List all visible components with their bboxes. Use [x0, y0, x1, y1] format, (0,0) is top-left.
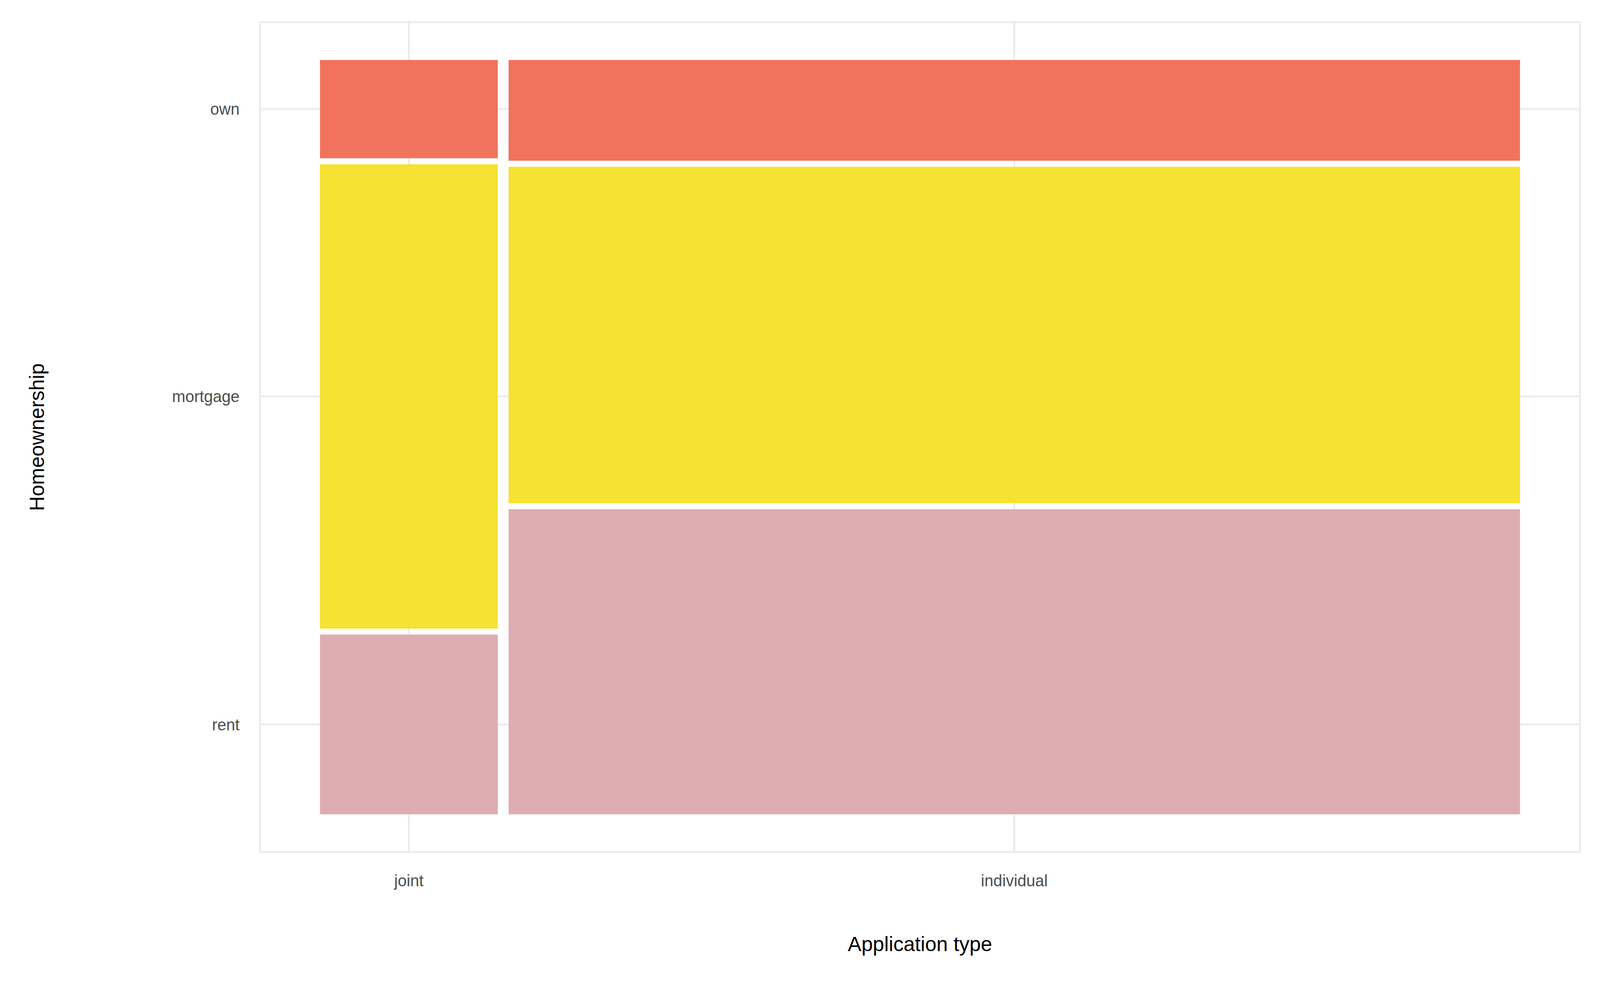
svg-text:individual: individual: [980, 872, 1048, 891]
svg-text:Homeownership: Homeownership: [25, 363, 49, 512]
svg-text:joint: joint: [393, 872, 424, 891]
svg-text:own: own: [210, 100, 240, 119]
svg-text:mortgage: mortgage: [172, 387, 240, 406]
svg-text:rent: rent: [212, 716, 240, 735]
svg-text:Application type: Application type: [848, 932, 993, 956]
